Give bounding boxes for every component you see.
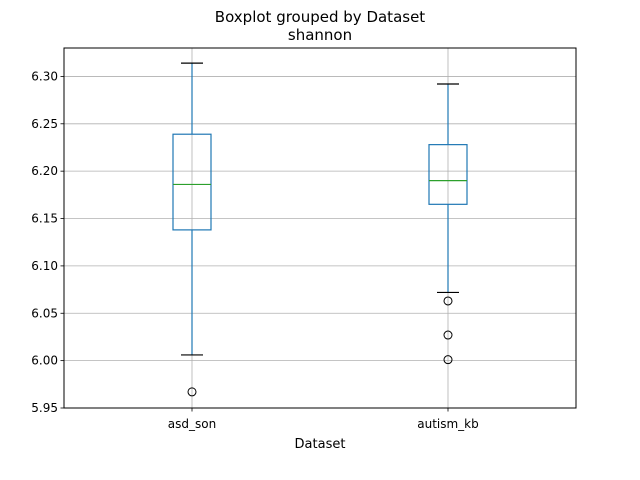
outlier-point: [443, 296, 453, 306]
box-group-asd_son: [172, 62, 212, 397]
y-tick-label: 6.05: [31, 306, 58, 320]
outlier-point: [187, 387, 197, 397]
y-tick-label: 6.10: [31, 259, 58, 273]
y-tick-label: 6.15: [31, 212, 58, 226]
y-tick-label: 6.30: [31, 69, 58, 83]
outlier-point: [443, 355, 453, 365]
y-tick-label: 5.95: [31, 401, 58, 415]
chart-subtitle: shannon: [288, 26, 352, 44]
box-group-autism_kb: [428, 83, 468, 365]
boxes: [172, 62, 468, 397]
y-tick-label: 6.25: [31, 117, 58, 131]
iqr-box: [428, 144, 468, 205]
y-tick-label: 6.00: [31, 354, 58, 368]
chart-title: Boxplot grouped by Dataset: [215, 8, 426, 26]
x-tick-label: autism_kb: [417, 417, 479, 431]
iqr-box: [172, 133, 212, 231]
outlier-point: [443, 330, 453, 340]
x-axis-label: Dataset: [295, 437, 346, 452]
plot-frame: [63, 47, 577, 409]
x-tick-label: asd_son: [168, 417, 216, 431]
y-tick-label: 6.20: [31, 164, 58, 178]
axis-ticks: 5.95 6.00 6.05 6.10 6.15 6.20 6.25 6.30 asd_son a…: [31, 69, 478, 431]
